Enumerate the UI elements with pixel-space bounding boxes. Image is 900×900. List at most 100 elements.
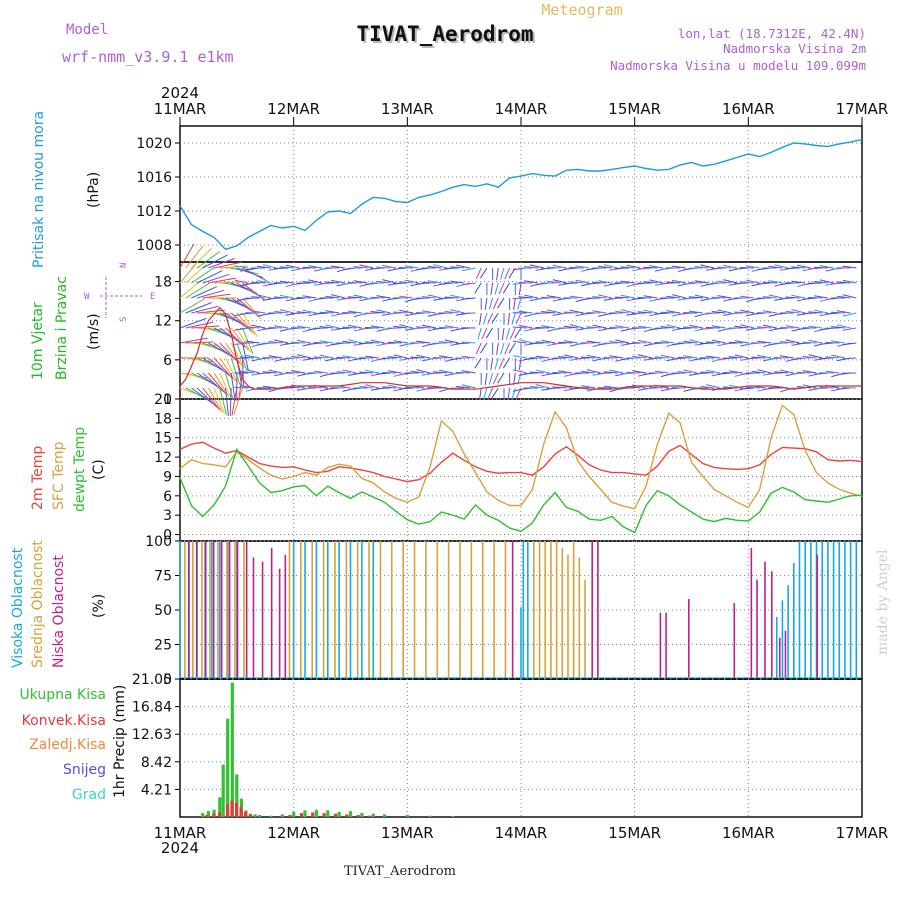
wind-barb <box>762 310 777 314</box>
wind-barbs <box>179 243 857 417</box>
wind-barb <box>620 309 635 314</box>
wind-barb <box>603 371 618 374</box>
wind-barb <box>774 264 789 269</box>
wind-barb <box>700 371 715 374</box>
wind-barb <box>797 264 811 269</box>
x-tick-top: 13MAR <box>381 100 434 118</box>
wind-barb <box>717 387 732 389</box>
wind-barb <box>785 296 800 299</box>
wind-barb <box>359 342 374 344</box>
wind-barb <box>671 387 686 389</box>
clouds-ytick-label: 100 <box>145 534 172 550</box>
wind-barb <box>814 309 829 314</box>
wind-barb <box>541 311 556 314</box>
wind-barb <box>319 354 334 359</box>
wind-barb <box>808 354 823 359</box>
wind-barb <box>474 282 482 294</box>
wind-barb <box>552 386 567 389</box>
wind-barb <box>500 267 505 280</box>
wind-barb <box>336 371 351 374</box>
wind-barb <box>274 339 289 344</box>
wind-barb <box>813 387 828 390</box>
wind-barb <box>387 312 402 315</box>
wind-barb <box>185 245 204 269</box>
wind-barb <box>179 317 207 329</box>
wind-barb <box>615 325 630 329</box>
wind-barb <box>359 371 374 374</box>
wind-barb <box>745 265 760 269</box>
wind-barb <box>819 279 834 284</box>
wind-barb <box>546 309 561 314</box>
wind-barb <box>488 297 494 310</box>
wind-ytick-label: 6 <box>163 353 172 369</box>
wind-barb <box>512 326 527 329</box>
wind-barb <box>483 387 488 400</box>
wind-barb <box>842 387 857 389</box>
precip-bar <box>356 815 360 817</box>
clouds-ytick-label: 25 <box>154 638 172 654</box>
wind-barb <box>603 264 618 269</box>
wind-barb <box>637 311 652 314</box>
wind-barb <box>808 311 823 314</box>
wind-barb <box>706 384 721 389</box>
wind-barb <box>813 266 828 269</box>
wind-barb <box>399 281 414 284</box>
wind-barb <box>450 372 465 375</box>
wind-barb <box>257 294 272 299</box>
wind-barb <box>637 339 652 344</box>
x-tick-top: 11MAR <box>154 100 207 118</box>
wind-barb <box>609 369 624 374</box>
wind-barb <box>336 356 351 359</box>
wind-barb <box>620 280 635 284</box>
wind-barb <box>802 370 817 374</box>
wind-barb <box>251 310 266 314</box>
wind-barb <box>285 342 300 345</box>
wind-barb <box>757 354 772 359</box>
wind-barb <box>359 264 374 269</box>
wind-barb <box>348 339 363 344</box>
wind-barb <box>225 312 249 330</box>
wind-barb <box>393 311 408 314</box>
wind-barb <box>387 384 402 389</box>
wind-barb <box>598 294 613 299</box>
wind-barb <box>225 327 246 348</box>
wind-barb <box>213 261 242 269</box>
precipitation-ytick-label: 16.84 <box>132 700 172 716</box>
wind-barb <box>479 387 482 400</box>
wind-barb <box>336 327 351 330</box>
wind-barb <box>410 356 425 359</box>
wind-barb <box>597 372 612 374</box>
wind-barb <box>830 311 845 314</box>
temperature-ytick-label: 15 <box>154 431 172 447</box>
wind-barb <box>785 267 800 269</box>
legend-ukupna: Ukupna Kisa <box>19 687 106 703</box>
wind-barb <box>376 266 391 269</box>
wind-barb <box>666 295 681 299</box>
wind-barb <box>481 327 488 340</box>
wind-barb <box>711 311 726 314</box>
wind-barb <box>387 356 402 359</box>
wind-barb <box>637 325 652 329</box>
precip-bar <box>226 718 230 817</box>
wind-barb <box>381 386 397 389</box>
wind-barb <box>502 282 511 294</box>
wind-barb <box>836 324 851 329</box>
wind-barb <box>512 369 527 374</box>
panels-layer: 11MAR 11MAR 12MAR 12MAR 13MAR 13MAR 14MAR 14MAR… <box>132 100 888 842</box>
wind-barb <box>421 310 436 314</box>
wind-barb <box>836 295 851 299</box>
wind-barb <box>497 372 505 384</box>
wind-barb <box>683 355 698 359</box>
wind-barb <box>370 339 385 344</box>
wind-barb <box>191 387 215 405</box>
precip-bar <box>225 803 230 817</box>
wind-barb <box>488 372 494 385</box>
wind-barb <box>524 280 539 284</box>
wind-barb <box>734 340 749 344</box>
wind-barb <box>433 327 448 330</box>
wind-barb <box>230 342 245 368</box>
wind-barb <box>404 357 419 360</box>
wind-barb <box>569 309 584 314</box>
wind-barb <box>677 371 692 374</box>
wind-barb <box>376 387 391 389</box>
